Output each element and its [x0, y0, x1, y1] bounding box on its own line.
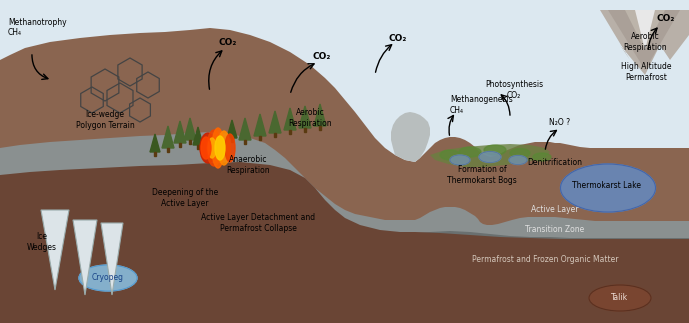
Text: Ice
Wedges: Ice Wedges [27, 232, 57, 252]
Bar [189, 140, 191, 144]
Text: High Altitude
Permafrost: High Altitude Permafrost [621, 62, 671, 82]
Polygon shape [625, 10, 665, 50]
Text: CO₂: CO₂ [219, 37, 237, 47]
Text: CO₂: CO₂ [389, 34, 407, 43]
Text: Active Layer: Active Layer [531, 205, 579, 214]
Ellipse shape [589, 285, 651, 311]
Polygon shape [299, 106, 311, 128]
Text: Aerobic
Respiration: Aerobic Respiration [288, 108, 332, 128]
Ellipse shape [560, 164, 655, 212]
Ellipse shape [212, 128, 224, 168]
Polygon shape [430, 144, 550, 167]
Text: Anaerobic
Respiration: Anaerobic Respiration [226, 155, 270, 175]
Text: CO₂: CO₂ [657, 14, 675, 23]
Ellipse shape [479, 151, 501, 162]
Polygon shape [73, 220, 97, 295]
Polygon shape [162, 126, 174, 148]
Text: CO₂: CO₂ [313, 51, 331, 60]
Ellipse shape [510, 149, 530, 158]
Polygon shape [227, 120, 237, 138]
Bar [154, 152, 156, 156]
Polygon shape [193, 127, 203, 145]
Ellipse shape [509, 155, 527, 164]
Polygon shape [314, 104, 326, 126]
Polygon shape [0, 232, 689, 323]
Text: Methanotrophy
CH₄: Methanotrophy CH₄ [8, 18, 67, 37]
Text: Deepening of the
Active Layer: Deepening of the Active Layer [152, 188, 218, 208]
Ellipse shape [484, 145, 506, 155]
Polygon shape [0, 132, 415, 323]
Text: Denitrification: Denitrification [528, 158, 582, 166]
Text: Ice-wedge
Polygon Terrain: Ice-wedge Polygon Terrain [76, 110, 134, 130]
Text: Aerobic
Respiration: Aerobic Respiration [623, 32, 667, 52]
Polygon shape [269, 111, 281, 133]
Polygon shape [150, 134, 160, 152]
Ellipse shape [207, 130, 221, 166]
Bar [289, 130, 291, 134]
Ellipse shape [225, 134, 235, 162]
Ellipse shape [215, 136, 225, 160]
Text: Cryopeg: Cryopeg [92, 274, 124, 283]
Polygon shape [391, 112, 430, 162]
Polygon shape [635, 10, 655, 50]
Ellipse shape [459, 147, 481, 157]
Polygon shape [284, 108, 296, 130]
Polygon shape [239, 118, 251, 140]
Bar [259, 136, 261, 140]
Text: Photosynthesis
CO₂: Photosynthesis CO₂ [485, 80, 543, 100]
Bar [231, 138, 233, 142]
Ellipse shape [201, 137, 211, 159]
Text: Active Layer Detachment and
Permafrost Collapse: Active Layer Detachment and Permafrost C… [201, 213, 315, 233]
Bar [244, 140, 246, 144]
Text: Permafrost and Frozen Organic Matter: Permafrost and Frozen Organic Matter [472, 255, 618, 265]
Text: Transition Zone: Transition Zone [526, 225, 585, 234]
Polygon shape [415, 207, 689, 323]
Ellipse shape [79, 265, 137, 291]
Bar [197, 145, 199, 149]
Polygon shape [184, 118, 196, 140]
Text: Talik: Talik [611, 294, 628, 303]
Bar [179, 143, 181, 147]
Bar [319, 126, 321, 130]
Ellipse shape [218, 131, 230, 165]
Polygon shape [0, 162, 415, 323]
Polygon shape [0, 255, 689, 323]
Bar [274, 133, 276, 137]
Text: N₂O ?: N₂O ? [549, 118, 570, 127]
Polygon shape [415, 231, 689, 323]
Text: Methanogenesis
CH₄: Methanogenesis CH₄ [450, 95, 513, 115]
Polygon shape [174, 121, 186, 143]
Polygon shape [415, 137, 689, 323]
Ellipse shape [200, 133, 216, 163]
Polygon shape [41, 210, 69, 290]
Text: Thermokarst Lake: Thermokarst Lake [573, 181, 641, 190]
Polygon shape [254, 114, 266, 136]
Ellipse shape [208, 138, 216, 158]
Polygon shape [101, 223, 123, 295]
Bar [167, 148, 169, 152]
Ellipse shape [450, 155, 470, 165]
Bar [304, 128, 306, 132]
Ellipse shape [440, 150, 460, 160]
Polygon shape [600, 10, 689, 75]
Ellipse shape [533, 153, 551, 161]
Polygon shape [0, 28, 415, 323]
Polygon shape [608, 10, 680, 70]
Text: Formation of
Thermokarst Bogs: Formation of Thermokarst Bogs [447, 165, 517, 185]
